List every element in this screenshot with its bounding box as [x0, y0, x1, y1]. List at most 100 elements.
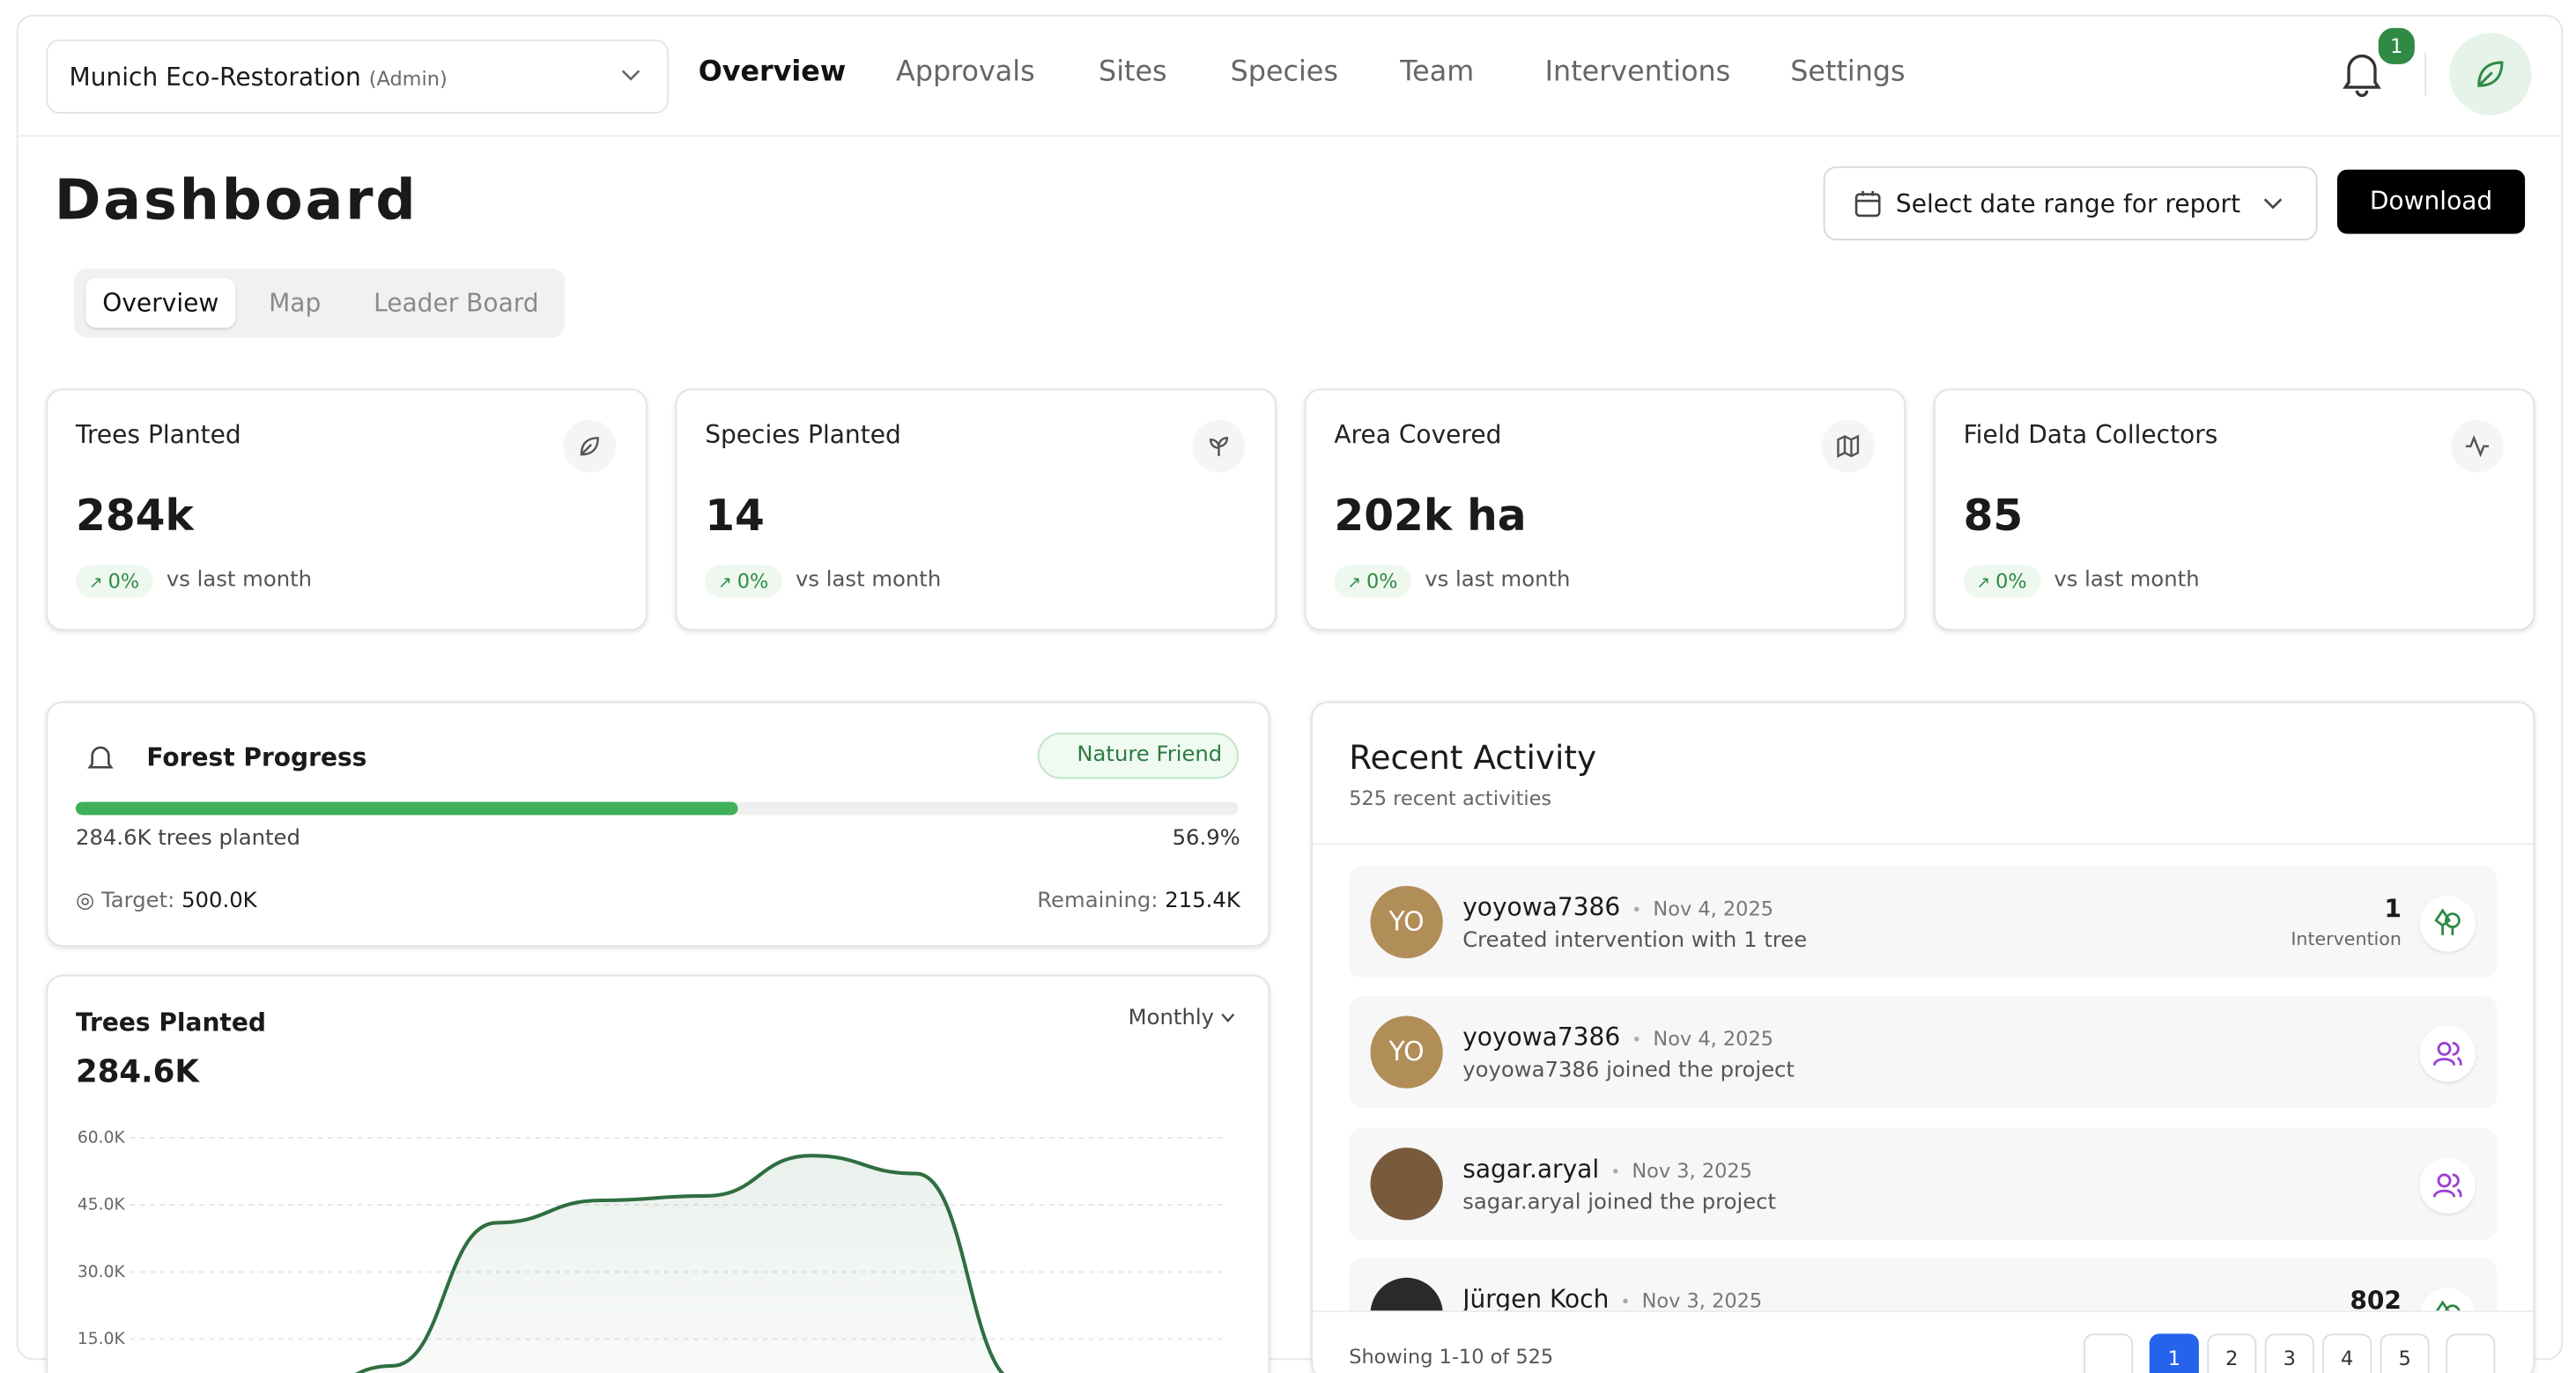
activity-text: yoyowa7386 joined the project	[1462, 1059, 1795, 1084]
nav-item[interactable]: Overview	[698, 55, 847, 89]
period-label: Monthly	[1128, 1006, 1215, 1031]
nav-item[interactable]: Approvals	[896, 55, 1035, 89]
chevron	[1221, 1013, 1235, 1022]
user-avatar[interactable]	[2449, 33, 2532, 115]
badge-label: Nature Friend	[1077, 742, 1223, 768]
tab[interactable]: Leader Board	[374, 288, 539, 318]
change-pill: ↗ 0%	[1963, 565, 2040, 598]
user-name: sagar.aryal	[1462, 1153, 1600, 1184]
download-button[interactable]: Download	[2336, 169, 2526, 234]
leaf-icon	[2477, 61, 2504, 87]
divider	[2424, 52, 2426, 96]
calendar-icon	[1854, 190, 1881, 218]
tab[interactable]: Map	[269, 288, 322, 318]
nav-item[interactable]: Species	[1230, 55, 1338, 89]
activity-icon	[2419, 1287, 2476, 1311]
nav-item[interactable]: Settings	[1790, 55, 1906, 89]
trees-icon	[2434, 908, 2461, 935]
users-icon	[2432, 1042, 2462, 1067]
nav-item[interactable]: Interventions	[1544, 55, 1731, 89]
divider	[1313, 1310, 2534, 1313]
page-title: Dashboard	[54, 167, 418, 234]
progress-title: Forest Progress	[146, 742, 367, 772]
avatar	[1370, 1147, 1443, 1220]
stat-label: Field Data Collectors	[1963, 419, 2218, 450]
chevron	[621, 70, 640, 81]
activity-item: sagar.aryalNov 3, 2025 sagar.aryal joined…	[1349, 1126, 2498, 1240]
next-button[interactable]	[2446, 1333, 2496, 1373]
activity-date: Nov 3, 2025	[1599, 1158, 1752, 1181]
chart-title: Trees Planted	[76, 1008, 266, 1037]
activity-head: sagar.aryalNov 3, 2025	[1462, 1152, 1752, 1184]
org-name: Munich Eco-Restoration	[69, 63, 361, 92]
change-value: 0%	[1366, 569, 1398, 594]
avatar: YO	[1370, 1016, 1443, 1089]
org-select[interactable]: Munich Eco-Restoration (Admin)	[46, 39, 670, 114]
tab[interactable]: Overview	[85, 277, 236, 328]
nav-item[interactable]: Team	[1400, 55, 1475, 89]
prev-button[interactable]	[2084, 1333, 2134, 1373]
users-icon	[2432, 1172, 2462, 1197]
stat-label: Trees Planted	[76, 419, 241, 450]
stat-label: Species Planted	[705, 419, 901, 450]
remaining-label: Remaining:	[1037, 889, 1158, 914]
activity-icon	[2419, 896, 2476, 952]
avatar-initials: YO	[1388, 1036, 1425, 1068]
bell-icon[interactable]	[2339, 49, 2385, 99]
stat-icon	[563, 419, 617, 473]
page-button[interactable]: 3	[2264, 1333, 2314, 1373]
planted-label: 284.6K trees planted	[76, 826, 300, 852]
nav-item[interactable]: Sites	[1099, 55, 1167, 89]
progress-track	[76, 801, 1239, 816]
avatar: YO	[1370, 885, 1443, 959]
avatar	[1370, 1277, 1443, 1311]
divider	[1313, 843, 2534, 845]
icon	[2465, 435, 2489, 458]
chevron	[2263, 198, 2283, 210]
stat-icon	[1821, 419, 1875, 473]
target-value: 500.0K	[181, 889, 257, 914]
target-label: Target:	[100, 889, 175, 914]
change-value: 0%	[737, 569, 769, 594]
org-role: (Admin)	[368, 67, 448, 91]
page-button[interactable]: 2	[2207, 1333, 2257, 1373]
stat-icon	[1192, 419, 1246, 473]
remaining-value: 215.4K	[1165, 889, 1240, 914]
user-name: Jürgen Koch	[1462, 1284, 1610, 1311]
activity-count: 802	[2350, 1285, 2402, 1311]
stat-value: 202k ha	[1334, 492, 1527, 543]
activity-item: YO yoyowa7386Nov 4, 2025 yoyowa7386 joined…	[1349, 996, 2498, 1109]
bell-icon	[87, 746, 114, 769]
activity-item: YO yoyowa7386Nov 4, 2025 Created intervent…	[1349, 866, 2498, 978]
progress-card: Forest Progress Nature Friend 284.6K tre…	[46, 701, 1270, 948]
y-tick-label: 30.0K	[78, 1263, 126, 1281]
date-select-label: Select date range for report	[1895, 189, 2241, 219]
change-note: vs last month	[166, 568, 313, 594]
area	[359, 1155, 1003, 1373]
window	[16, 14, 2564, 1361]
activity-icon	[2419, 1026, 2476, 1082]
stat-label: Area Covered	[1334, 419, 1502, 450]
change-value: 0%	[107, 569, 140, 594]
stat-card: Trees Planted 284k ↗ 0% vs last month	[46, 388, 648, 631]
stat-icon	[2450, 419, 2504, 473]
activity-card: Recent Activity 525 recent activities YO…	[1311, 701, 2535, 1373]
page-button[interactable]: 5	[2380, 1333, 2430, 1373]
period-select[interactable]: Monthly	[1129, 1006, 1236, 1030]
activity-item: Jürgen KochNov 3, 2025 802	[1349, 1258, 2498, 1311]
header-divider	[18, 135, 2562, 137]
page-button[interactable]: 4	[2322, 1333, 2372, 1373]
activity-text: Created intervention with 1 tree	[1462, 928, 1808, 954]
change-note: vs last month	[796, 568, 942, 594]
change-pill: ↗ 0%	[76, 565, 153, 598]
date-select[interactable]: Select date range for report	[1823, 166, 2318, 240]
chart-total: 284.6K	[76, 1053, 199, 1090]
y-tick-label: 15.0K	[78, 1330, 126, 1348]
activity-text: sagar.aryal joined the project	[1462, 1189, 1777, 1215]
stat-value: 284k	[76, 492, 194, 543]
page-button[interactable]: 1	[2149, 1333, 2199, 1373]
user-name: yoyowa7386	[1462, 1022, 1621, 1053]
y-tick-label: 45.0K	[78, 1196, 126, 1214]
